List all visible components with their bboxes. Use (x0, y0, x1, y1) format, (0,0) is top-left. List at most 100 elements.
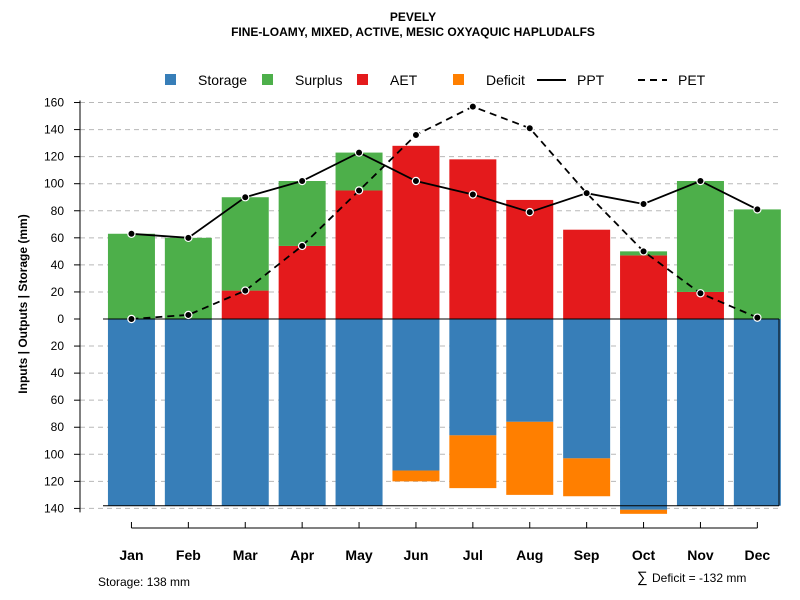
storage-bar (620, 319, 668, 510)
legend-label: PET (678, 72, 706, 88)
ppt-point (354, 148, 364, 157)
y-tick-label: 120 (44, 474, 64, 488)
ppt-point (411, 176, 421, 186)
legend-label: PPT (577, 72, 605, 88)
ppt-point (184, 233, 193, 243)
y-tick-label: 120 (44, 150, 64, 164)
ppt-point (297, 176, 307, 186)
storage-bar (676, 319, 724, 506)
ppt-line (131, 151, 758, 239)
legend-label: Storage (198, 72, 247, 88)
deficit-bar (449, 435, 497, 489)
aet-bar (278, 245, 326, 319)
storage-bar (335, 319, 383, 506)
pet-point (582, 188, 591, 198)
x-tick-label: Sep (574, 547, 600, 563)
y-tick-label: 20 (51, 285, 65, 299)
x-tick-label: Oct (632, 547, 656, 563)
ppt-point (639, 199, 648, 209)
aet-bar (563, 229, 611, 319)
chart-title: PEVELY (390, 10, 436, 24)
y-tick-label: 100 (44, 177, 64, 191)
deficit-bar (563, 458, 611, 497)
x-tick-label: Aug (516, 547, 543, 563)
aet-bar (506, 199, 554, 319)
deficit-note: Deficit = -132 mm (652, 571, 746, 585)
y-axis: 160 140 120 100 80 60 40 20 0 20 40 60 80 100 120 140 (44, 96, 81, 515)
aet-bar (449, 159, 497, 319)
y-axis-label: Inputs | Outputs | Storage (mm) (16, 214, 30, 393)
surplus-bar (733, 209, 781, 319)
legend-label: Surplus (295, 72, 342, 88)
chart-subtitle: FINE-LOAMY, MIXED, ACTIVE, MESIC OXYAQUI… (231, 25, 595, 39)
zero-line-group (103, 318, 780, 507)
y-tick-label: 100 (44, 447, 64, 461)
storage-bar (221, 319, 269, 506)
surplus-bar (335, 152, 383, 191)
deficit-sum-icon: ∑ (637, 569, 648, 586)
storage-bar (563, 319, 611, 459)
y-tick-label: 20 (51, 339, 65, 353)
storage-bar (506, 319, 554, 422)
deficit-bar (620, 509, 668, 514)
ppt-point (525, 207, 534, 217)
ppt-point (696, 176, 705, 186)
pet-point (753, 313, 762, 322)
pet-point (411, 130, 421, 140)
legend-label: AET (390, 72, 418, 88)
storage-bar (278, 319, 326, 506)
y-tick-label: 40 (51, 366, 65, 380)
surplus-bar (164, 237, 212, 319)
y-tick-label: 80 (51, 420, 65, 434)
x-tick-label: Apr (290, 547, 315, 563)
bars (107, 145, 781, 514)
y-tick-label: 160 (44, 96, 64, 110)
legend-swatch (262, 74, 273, 85)
deficit-bar (506, 421, 554, 495)
series-lines (127, 102, 762, 324)
pet-point (127, 314, 136, 324)
y-tick-label: 60 (51, 231, 65, 245)
pet-point (297, 241, 307, 251)
y-tick-label: 80 (51, 204, 65, 218)
y-tick-label: 40 (51, 258, 65, 272)
x-tick-label: May (345, 547, 372, 563)
y-tick-label: 60 (51, 393, 65, 407)
surplus-bar (676, 180, 724, 292)
x-tick-label: Jul (463, 547, 483, 563)
y-tick-label: 140 (44, 123, 64, 137)
storage-note: Storage: 138 mm (98, 575, 190, 589)
storage-bar (733, 319, 781, 506)
x-axis: Jan Feb Mar Apr May Jun Jul Aug Sep Oct Nov Dec (119, 522, 770, 563)
x-tick-label: Dec (745, 547, 771, 563)
ppt-point (753, 205, 762, 214)
aet-bar (392, 145, 440, 319)
x-tick-label: Jan (119, 547, 143, 563)
surplus-bar (107, 233, 155, 319)
x-tick-label: Feb (176, 547, 201, 563)
aet-bar (335, 190, 383, 319)
storage-bar (164, 319, 212, 506)
pet-line (131, 105, 758, 320)
pet-point (468, 102, 478, 111)
y-tick-label: 0 (57, 312, 64, 326)
storage-bar (107, 319, 155, 506)
surplus-bar (278, 180, 326, 246)
surplus-bar (221, 197, 269, 291)
pet-point (696, 289, 705, 298)
pet-point (184, 310, 193, 320)
pet-point (354, 186, 364, 195)
legend: Storage Surplus AET Deficit PPT PET (165, 72, 706, 88)
x-tick-label: Mar (233, 547, 258, 563)
x-tick-label: Jun (404, 547, 429, 563)
pet-point (639, 247, 648, 256)
x-tick-label: Nov (687, 547, 714, 563)
deficit-bar (392, 470, 440, 482)
ppt-point (241, 193, 250, 202)
pet-point (525, 124, 534, 133)
ppt-point (468, 190, 478, 199)
storage-bar (392, 319, 440, 471)
legend-swatch (165, 74, 176, 85)
legend-label: Deficit (486, 72, 525, 88)
